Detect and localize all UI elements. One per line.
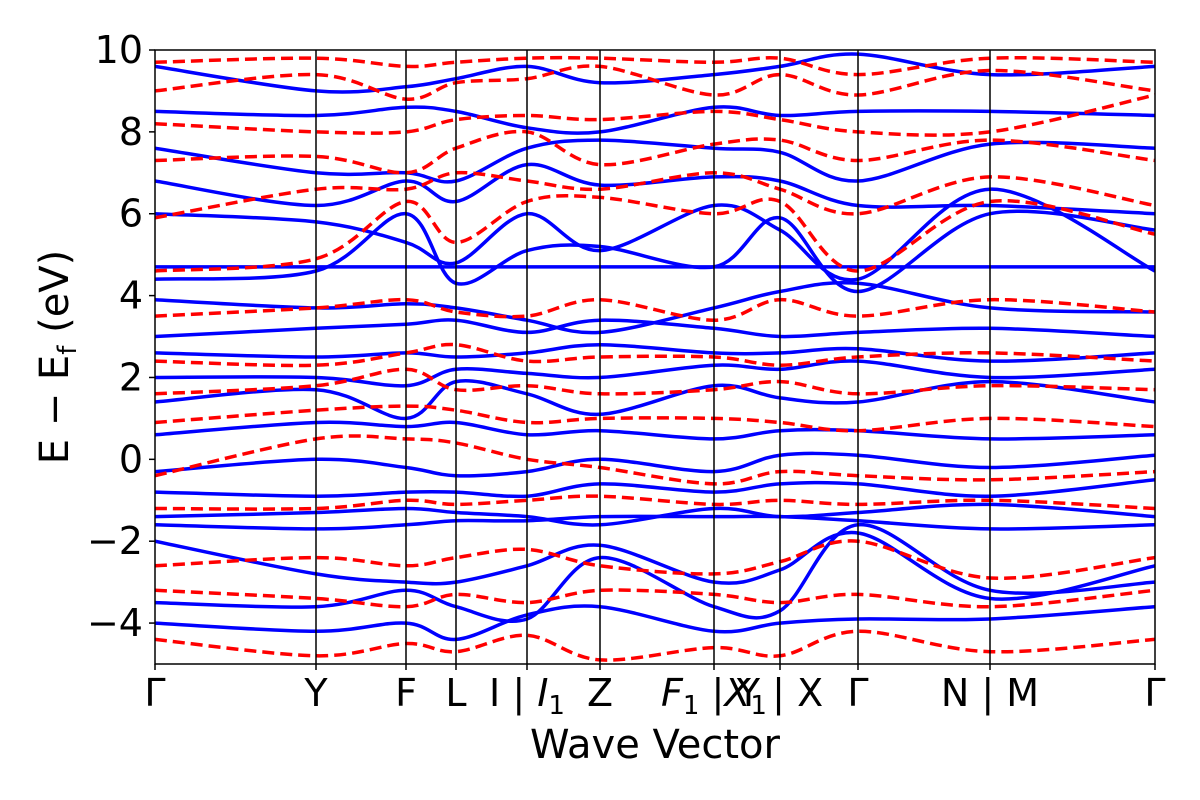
y-tick-label-0: −4 [87, 601, 143, 645]
y-axis-label-unit: (eV) [32, 250, 78, 346]
dashed-band-12 [155, 93, 1155, 137]
x-tick-label-3: L [445, 671, 466, 715]
solid-band-16 [155, 162, 1155, 216]
solid-band-0 [155, 604, 1155, 642]
dashed-band-6 [155, 367, 1155, 396]
solid-band-9 [155, 359, 1155, 388]
y-tick-label-2: 0 [119, 437, 143, 481]
dashed-band-7 [155, 342, 1155, 368]
y-tick-label-3: 2 [119, 355, 143, 399]
x-axis-label: Wave Vector [530, 722, 781, 768]
y-tick-label-4: 4 [119, 274, 143, 318]
dashed-band-13 [155, 64, 1155, 101]
dashed-band-3 [155, 494, 1155, 511]
solid-band-10 [155, 342, 1155, 363]
bands-layer [155, 52, 1155, 662]
high-symmetry-lines [315, 50, 991, 664]
solid-band-6 [155, 451, 1155, 478]
x-tick-label-8: Γ [847, 671, 868, 715]
dashed-band-10 [155, 170, 1155, 220]
x-tick-label-9: N | M [941, 671, 1039, 716]
solid-band-11 [155, 318, 1155, 339]
x-tick-label-10: Γ [1144, 671, 1165, 715]
y-axis-label: E − Ef (eV) [32, 250, 83, 465]
y-tick-label-7: 10 [95, 28, 143, 72]
y-ticks: −4 −2 0 2 4 6 8 10 [87, 28, 155, 645]
dashed-band-1 [155, 588, 1155, 609]
solid-band-18 [155, 105, 1155, 135]
solid-band-19 [155, 52, 1155, 94]
solid-band-1 [155, 523, 1155, 624]
solid-band-5 [155, 478, 1155, 499]
y-axis-label-sub: f [53, 345, 83, 355]
dashed-band-2 [155, 539, 1155, 581]
x-tick-label-6: F1 |X1 [661, 671, 767, 721]
plot-frame [154, 49, 1156, 665]
y-tick-label-6: 8 [119, 110, 143, 154]
x-tick-label-2: F [395, 671, 417, 715]
dashed-band-0 [155, 629, 1155, 662]
x-tick-label-5: Z [587, 671, 613, 715]
dashed-band-8 [155, 297, 1155, 322]
solid-band-17 [155, 138, 1155, 184]
dashed-band-11 [155, 129, 1155, 175]
x-tick-label-0: Γ [144, 671, 165, 715]
x-tick-label-7: Y | X [736, 671, 823, 716]
solid-band-2 [155, 530, 1155, 601]
dashed-band-14 [155, 55, 1155, 77]
solid-band-3 [155, 514, 1155, 531]
solid-band-7 [155, 420, 1155, 441]
solid-band-8 [155, 379, 1155, 421]
solid-band-15 [155, 187, 1155, 282]
dashed-band-5 [155, 404, 1155, 433]
solid-band-4 [155, 502, 1155, 527]
dashed-band-9 [155, 193, 1155, 273]
y-tick-label-1: −2 [87, 519, 143, 563]
x-tick-label-4: I | I1 [489, 671, 565, 721]
solid-band-12 [155, 280, 1155, 335]
y-tick-label-5: 6 [119, 192, 143, 236]
x-tick-label-1: Y [303, 671, 328, 715]
y-axis-label-main: E − E [32, 355, 78, 465]
